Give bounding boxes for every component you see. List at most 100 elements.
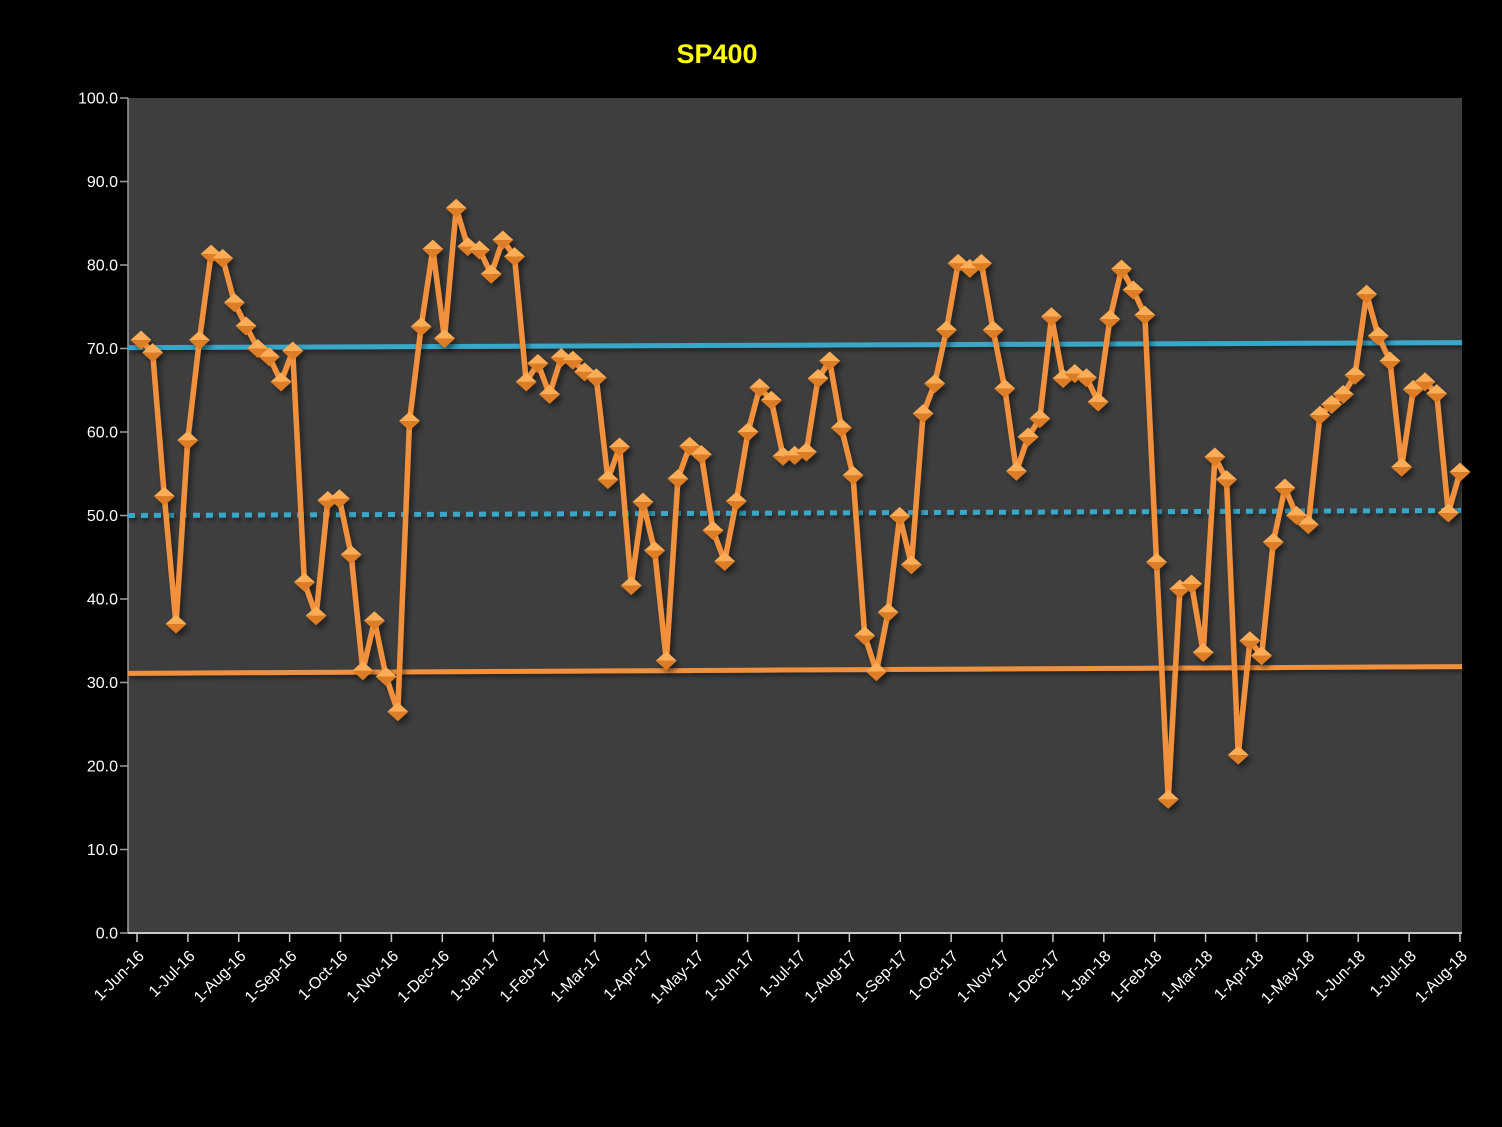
data-point-marker-bottom xyxy=(1204,457,1226,467)
ref-line-upper-band xyxy=(127,340,1463,351)
data-point-marker-bottom xyxy=(912,413,934,424)
data-point-marker-top xyxy=(1274,478,1296,488)
data-point-marker-bottom xyxy=(177,440,199,450)
data-point-marker-bottom xyxy=(877,612,899,622)
data-point-marker-top xyxy=(142,343,164,353)
data-point-marker-top xyxy=(1122,280,1144,291)
data-point-marker-bottom xyxy=(1332,394,1354,404)
x-axis-label: 1-Dec-17 xyxy=(1005,948,1064,1007)
data-point-marker-top xyxy=(830,418,852,428)
y-axis-label: 50.0 xyxy=(87,508,118,525)
data-point-marker-top xyxy=(889,506,911,517)
data-point-marker-top xyxy=(492,230,514,240)
data-point-marker-top xyxy=(1251,646,1273,656)
data-point-marker-top xyxy=(433,328,455,339)
data-point-marker-top xyxy=(935,320,957,331)
data-point-marker-top xyxy=(1402,379,1424,390)
data-point-marker-top xyxy=(445,198,467,209)
data-point-marker-top xyxy=(725,491,747,502)
y-axis-label: 20.0 xyxy=(87,759,118,776)
data-point-marker-top xyxy=(1426,384,1448,394)
data-point-marker-top xyxy=(644,541,666,551)
data-point-marker-top xyxy=(480,264,502,275)
x-axis-label: 1-Oct-17 xyxy=(906,948,962,1004)
data-point-marker-bottom xyxy=(807,378,829,389)
data-point-marker-top xyxy=(1286,506,1308,516)
data-point-marker-bottom xyxy=(900,564,922,575)
data-point-marker-bottom xyxy=(690,454,712,465)
data-point-marker-top xyxy=(293,572,315,583)
data-point-marker-bottom xyxy=(270,381,292,392)
data-point-marker-bottom xyxy=(562,360,584,370)
ref-line-lower-band xyxy=(127,664,1463,676)
data-point-marker-bottom xyxy=(889,516,911,526)
data-point-marker-bottom xyxy=(363,620,385,631)
data-point-marker-bottom xyxy=(1216,479,1238,490)
data-point-marker-bottom xyxy=(340,554,362,565)
data-point-marker-top xyxy=(1449,462,1471,473)
data-point-marker-bottom xyxy=(1040,316,1062,327)
data-point-marker-bottom xyxy=(585,377,607,388)
data-point-marker-bottom xyxy=(422,249,444,259)
data-point-marker-top xyxy=(305,606,327,616)
data-point-marker-bottom xyxy=(1437,512,1459,523)
data-point-marker-bottom xyxy=(445,208,467,218)
series-SP400 xyxy=(130,198,1471,809)
data-point-marker-bottom xyxy=(433,338,455,348)
data-point-marker-top xyxy=(795,442,817,453)
data-point-marker-bottom xyxy=(282,351,304,361)
data-point-marker-top xyxy=(679,436,701,447)
data-point-marker-top xyxy=(655,651,677,661)
data-point-marker-top xyxy=(877,602,899,613)
data-point-marker-top xyxy=(1204,447,1226,458)
data-point-marker-bottom xyxy=(1262,542,1284,552)
data-point-marker-top xyxy=(690,445,712,455)
data-point-marker-bottom xyxy=(760,400,782,410)
data-point-marker-bottom xyxy=(1052,378,1074,389)
x-axis-label: 1-Aug-16 xyxy=(191,948,250,1007)
x-axis-label: 1-May-18 xyxy=(1258,948,1318,1008)
data-point-marker-bottom xyxy=(924,383,946,394)
data-point-marker-top xyxy=(1297,515,1319,525)
x-axis-label: 1-Feb-18 xyxy=(1108,948,1166,1006)
data-point-marker-top xyxy=(130,330,152,341)
data-point-marker-bottom xyxy=(1029,418,1051,429)
data-point-marker-bottom xyxy=(1309,415,1331,425)
data-point-marker-top xyxy=(819,351,841,362)
data-point-marker-top xyxy=(270,372,292,382)
data-point-marker-top xyxy=(375,667,397,677)
data-point-marker-bottom xyxy=(1017,437,1039,447)
data-point-marker-bottom xyxy=(1075,377,1097,388)
y-axis-label: 90.0 xyxy=(87,174,118,191)
data-point-marker-bottom xyxy=(702,530,724,541)
data-point-marker-bottom xyxy=(632,502,654,512)
data-point-marker-top xyxy=(900,555,922,565)
data-point-marker-top xyxy=(562,350,584,361)
data-point-marker-bottom xyxy=(1321,404,1343,414)
data-point-marker-bottom xyxy=(854,635,876,646)
data-point-marker-bottom xyxy=(1005,471,1027,481)
data-point-marker-top xyxy=(760,390,782,401)
data-point-marker-top xyxy=(1192,642,1214,653)
data-point-marker-bottom xyxy=(212,258,234,268)
data-point-marker-bottom xyxy=(1227,755,1249,765)
x-axis-label: 1-Dec-16 xyxy=(395,948,454,1007)
data-point-marker-top xyxy=(1367,326,1389,336)
data-point-marker-top xyxy=(1087,392,1109,402)
data-point-marker-bottom xyxy=(784,455,806,465)
data-point-marker-bottom xyxy=(352,670,374,681)
data-point-marker-top xyxy=(1216,470,1238,480)
data-point-marker-top xyxy=(749,378,771,388)
data-point-marker-top xyxy=(1344,365,1366,376)
data-point-marker-bottom xyxy=(1192,652,1214,662)
x-axis-label: 1-May-17 xyxy=(648,948,708,1008)
data-point-marker-top xyxy=(1309,405,1331,416)
y-axis-label: 0.0 xyxy=(96,926,118,943)
data-point-marker-top xyxy=(1239,631,1261,641)
data-point-marker-bottom xyxy=(527,363,549,374)
data-point-marker-top xyxy=(1157,789,1179,800)
x-axis-label: 1-Sep-17 xyxy=(853,948,912,1007)
data-point-marker-bottom xyxy=(130,340,152,350)
data-point-marker-bottom xyxy=(1367,335,1389,346)
